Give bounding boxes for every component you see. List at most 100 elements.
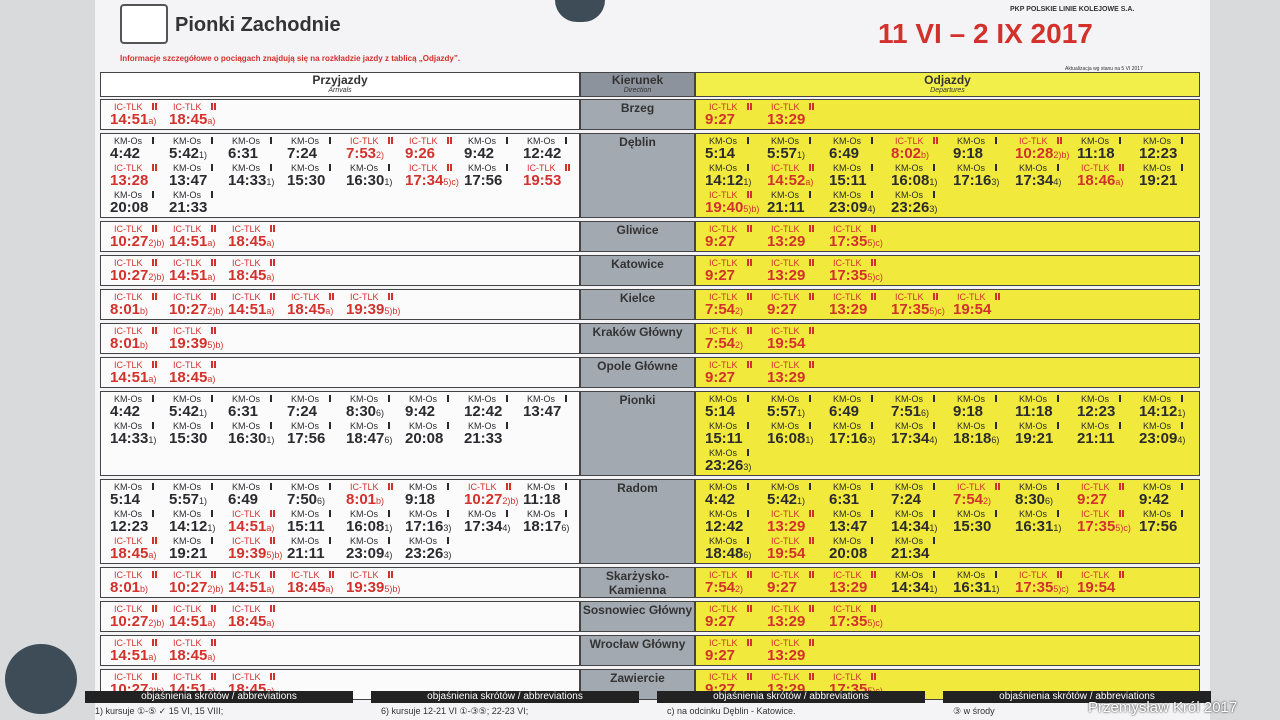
footnote: 1) bbox=[743, 177, 752, 187]
class-marker bbox=[995, 293, 1000, 300]
class-marker bbox=[933, 537, 935, 544]
train-type: IC-TLK bbox=[771, 292, 800, 302]
departures-cell bbox=[695, 391, 1200, 476]
footnote: 4) bbox=[502, 523, 511, 533]
train-type: IC-TLK bbox=[114, 604, 143, 614]
time: 23:094) bbox=[346, 545, 393, 562]
train-entry: KM-Os 21:11 bbox=[763, 190, 823, 218]
time: 23:263) bbox=[405, 545, 452, 562]
train-entry: KM-Os 5:421) bbox=[165, 394, 225, 422]
class-marker bbox=[565, 483, 567, 490]
train-type: IC-TLK bbox=[957, 482, 986, 492]
time: 21:34 bbox=[891, 545, 930, 562]
class-marker bbox=[933, 422, 935, 429]
class-marker bbox=[506, 164, 508, 171]
class-marker bbox=[506, 422, 508, 429]
train-type: IC-TLK bbox=[350, 570, 379, 580]
time: 13:47 bbox=[829, 518, 868, 535]
time: 6:31 bbox=[228, 403, 259, 420]
footnote: a) bbox=[207, 116, 216, 126]
train-entry: KM-Os 17:163) bbox=[401, 509, 461, 537]
train-type: KM-Os bbox=[409, 394, 437, 404]
train-entry: KM-Os 17:56 bbox=[283, 421, 343, 449]
class-marker bbox=[809, 259, 814, 266]
direction-cell bbox=[580, 133, 695, 218]
train-entry: KM-Os 23:094) bbox=[825, 190, 885, 218]
train-type: KM-Os bbox=[291, 421, 319, 431]
train-type: IC-TLK bbox=[771, 163, 800, 173]
train-type: IC-TLK bbox=[833, 604, 862, 614]
departures-cell bbox=[695, 479, 1200, 564]
footnote: a) bbox=[266, 238, 275, 248]
class-marker bbox=[211, 164, 213, 171]
time: 17:344) bbox=[891, 430, 938, 447]
footnote: 3) bbox=[443, 550, 452, 560]
time: 13:47 bbox=[169, 172, 208, 189]
train-entry: IC-TLK 13:29 bbox=[763, 604, 823, 632]
train-type: IC-TLK bbox=[709, 604, 738, 614]
operator: PKP POLSKIE LINIE KOLEJOWE S.A. bbox=[1010, 6, 1135, 13]
train-entry: IC-TLK 19:395)b) bbox=[342, 292, 402, 320]
time: 4:42 bbox=[110, 403, 141, 420]
train-entry: KM-Os 16:301) bbox=[342, 163, 402, 191]
footnote: 5)b) bbox=[384, 584, 401, 594]
train-entry: KM-Os 7:24 bbox=[887, 482, 947, 510]
time: 17:344) bbox=[1015, 172, 1062, 189]
class-marker bbox=[211, 191, 213, 198]
time: 19:54 bbox=[953, 301, 992, 318]
footnote: a) bbox=[207, 618, 216, 628]
footnote: b) bbox=[376, 496, 385, 506]
arrivals-cell bbox=[100, 99, 580, 130]
time: 10:272)b) bbox=[464, 491, 519, 508]
class-marker bbox=[447, 483, 449, 490]
train-type: KM-Os bbox=[114, 190, 142, 200]
train-type: IC-TLK bbox=[114, 672, 143, 682]
train-type: KM-Os bbox=[409, 509, 437, 519]
train-entry: IC-TLK 10:282)b) bbox=[1011, 136, 1071, 164]
class-marker bbox=[809, 510, 814, 517]
train-type: KM-Os bbox=[114, 509, 142, 519]
time: 5:421) bbox=[767, 491, 806, 508]
train-type: IC-TLK bbox=[709, 638, 738, 648]
train-type: IC-TLK bbox=[709, 292, 738, 302]
class-marker bbox=[809, 225, 814, 232]
direction-cell bbox=[580, 635, 695, 666]
time: 13:47 bbox=[523, 403, 562, 420]
train-entry: IC-TLK 9:27 bbox=[701, 604, 761, 632]
direction-cell bbox=[580, 567, 695, 598]
departures-cell bbox=[695, 635, 1200, 666]
train-entry: KM-Os 14:121) bbox=[165, 509, 225, 537]
time: 20:08 bbox=[110, 199, 149, 216]
time: 13:29 bbox=[829, 301, 868, 318]
time: 20:08 bbox=[405, 430, 444, 447]
class-marker bbox=[270, 605, 275, 612]
class-marker bbox=[1181, 510, 1183, 517]
time: 12:23 bbox=[110, 518, 149, 535]
train-type: KM-Os bbox=[291, 509, 319, 519]
train-type: IC-TLK bbox=[468, 482, 497, 492]
train-type: KM-Os bbox=[291, 163, 319, 173]
class-marker bbox=[871, 395, 873, 402]
direction-cell bbox=[580, 479, 695, 564]
train-type: KM-Os bbox=[527, 136, 555, 146]
train-entry: KM-Os 21:33 bbox=[165, 190, 225, 218]
time: 11:18 bbox=[1015, 403, 1053, 420]
train-type: IC-TLK bbox=[232, 224, 261, 234]
class-marker bbox=[447, 164, 452, 171]
footnote: 5)c) bbox=[443, 177, 459, 187]
class-marker bbox=[211, 483, 213, 490]
footnote: 1) bbox=[384, 177, 393, 187]
time: 18:476) bbox=[346, 430, 393, 447]
departures-cell bbox=[695, 289, 1200, 320]
train-entry: KM-Os 12:23 bbox=[1135, 136, 1195, 164]
train-type: IC-TLK bbox=[771, 326, 800, 336]
train-type: KM-Os bbox=[833, 482, 861, 492]
time: 15:11 bbox=[287, 518, 325, 535]
footnote: a) bbox=[148, 116, 157, 126]
class-marker bbox=[211, 361, 216, 368]
